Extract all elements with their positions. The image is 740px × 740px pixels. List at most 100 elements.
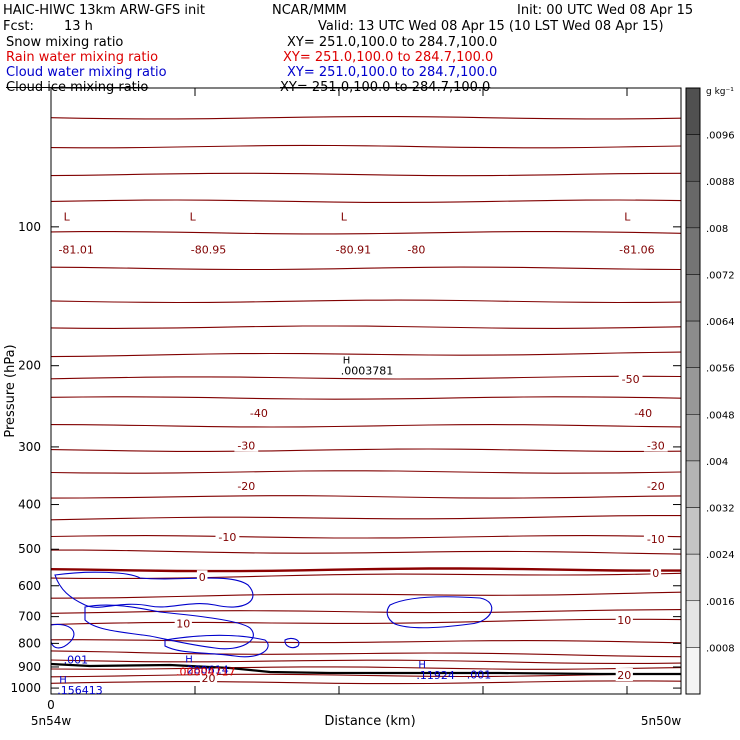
temperature-label: -80 [407, 244, 425, 257]
colorbar-swatch [685, 507, 701, 555]
isotherm-line [50, 266, 682, 271]
colorbar-swatch [685, 227, 701, 275]
valid-time: Valid: 13 UTC Wed 08 Apr 15 (10 LST Wed … [318, 19, 664, 34]
low-marker: L [341, 211, 348, 224]
temperature-label: -30 [237, 440, 255, 453]
temperature-label: -81.06 [619, 244, 654, 257]
field-label-rain: Rain water mixing ratio [6, 50, 159, 65]
temperature-label: 10 [176, 618, 190, 631]
label-bg [404, 242, 429, 256]
label-bg [615, 668, 633, 682]
cloud-water-contour [284, 637, 300, 649]
colorbar-unit: g kg⁻¹ [706, 87, 734, 97]
x-end-label: 5n50w [641, 714, 682, 728]
isotherm-line [51, 549, 682, 555]
colorbar-label: .004 [706, 457, 728, 468]
label-bg [234, 479, 259, 493]
plot-frame [50, 87, 682, 695]
isotherm-line [50, 591, 682, 599]
y-tick-label: 200 [18, 359, 41, 373]
isotherm-lines [50, 116, 682, 685]
cloud-water-contour [54, 571, 254, 608]
isotherm-line [50, 172, 682, 177]
temperature-label: -81.01 [58, 244, 93, 257]
colorbar-label: .0032 [706, 504, 735, 515]
cloud-water-contours [50, 571, 493, 658]
isotherm-line [50, 659, 682, 664]
label-bg [643, 479, 668, 493]
label-bg [196, 570, 208, 584]
colorbar-label: .0016 [706, 597, 735, 608]
high-marker: H [418, 660, 426, 671]
temperature-label: -20 [237, 480, 255, 493]
label-bg [174, 616, 192, 630]
isotherm-line [50, 299, 682, 304]
y-tick-label: 300 [18, 440, 41, 454]
x-axis-label: Distance (km) [324, 714, 415, 729]
colorbar-label: .0064 [706, 317, 735, 328]
isotherm-line [50, 396, 682, 400]
isotherm-line [50, 567, 681, 573]
high-marker: H [59, 675, 67, 686]
temperature-label: 20 [617, 669, 631, 682]
temperature-label: 10 [617, 614, 631, 627]
temperature-label: -10 [647, 533, 665, 546]
colorbar-swatch [685, 87, 701, 135]
colorbar-label: .008 [706, 224, 728, 235]
colorbar: .0096 .0088 .008 .0072 .0064 .0056 .0048 .004 .0… [685, 87, 735, 695]
colorbar-label: .0072 [706, 270, 735, 281]
colorbar-swatch [685, 600, 701, 648]
colorbar-swatch [685, 553, 701, 602]
isotherm-line [50, 650, 682, 658]
y-tick-label: 700 [18, 610, 41, 624]
fcst-label: Fcst: [3, 19, 34, 34]
isotherm-line [50, 424, 682, 428]
colorbar-label: .0048 [706, 410, 735, 421]
isotherm-line [50, 495, 682, 499]
contour-labels: -81.01 -80.95 -80.91 -80 -81.06 -50 -40 -40 -30 -… [54, 211, 668, 697]
cloud-water-contour [50, 623, 75, 649]
colorbar-swatch [685, 414, 701, 462]
label-bg [199, 670, 218, 684]
field-label-snow: Snow mixing ratio [6, 35, 124, 50]
temperature-label: -20 [647, 480, 665, 493]
y-tick-label: 800 [18, 636, 41, 650]
cloud-water-contour [84, 604, 254, 650]
x-tick-label: 0 [47, 698, 55, 712]
colorbar-frame [685, 87, 701, 695]
field-xy-rain: XY= 251.0,100.0 to 284.7,100.0 [283, 50, 494, 65]
isotherm-line [50, 680, 682, 685]
label-bg [186, 242, 231, 256]
isotherm-line [50, 673, 682, 678]
model-title: HAIC-HIWC 13km ARW-GFS init [3, 3, 205, 18]
colorbar-swatch [685, 460, 701, 508]
field-xy-snow: XY= 251.0,100.0 to 284.7,100.0 [287, 35, 498, 50]
y-tick-label: 1000 [10, 681, 41, 695]
isotherm-line [50, 618, 682, 626]
cloud-water-label: .001 [467, 669, 492, 682]
colorbar-label: .0008 [706, 643, 735, 654]
fcst-value: 13 h [64, 19, 93, 34]
high-marker-value: .156413 [57, 684, 103, 697]
isotherm-line [50, 144, 682, 149]
label-bg [54, 242, 98, 256]
colorbar-label: .0056 [706, 364, 735, 375]
colorbar-label: .0096 [706, 131, 735, 142]
isotherm-line [50, 351, 682, 358]
isotherm-line [50, 572, 682, 580]
label-bg [615, 613, 633, 627]
isotherm-line [50, 375, 682, 380]
field-label-cloud-water: Cloud water mixing ratio [6, 65, 167, 80]
isotherm-line [50, 199, 682, 203]
label-bg [643, 438, 668, 452]
x-end-label: 5n54w [31, 714, 72, 728]
isotherm-line [50, 609, 682, 614]
colorbar-swatch [685, 320, 701, 368]
colorbar-label: .0088 [706, 177, 735, 188]
isotherm-line [50, 470, 682, 474]
cloud-water-contour [386, 596, 493, 629]
label-bg [650, 566, 662, 580]
